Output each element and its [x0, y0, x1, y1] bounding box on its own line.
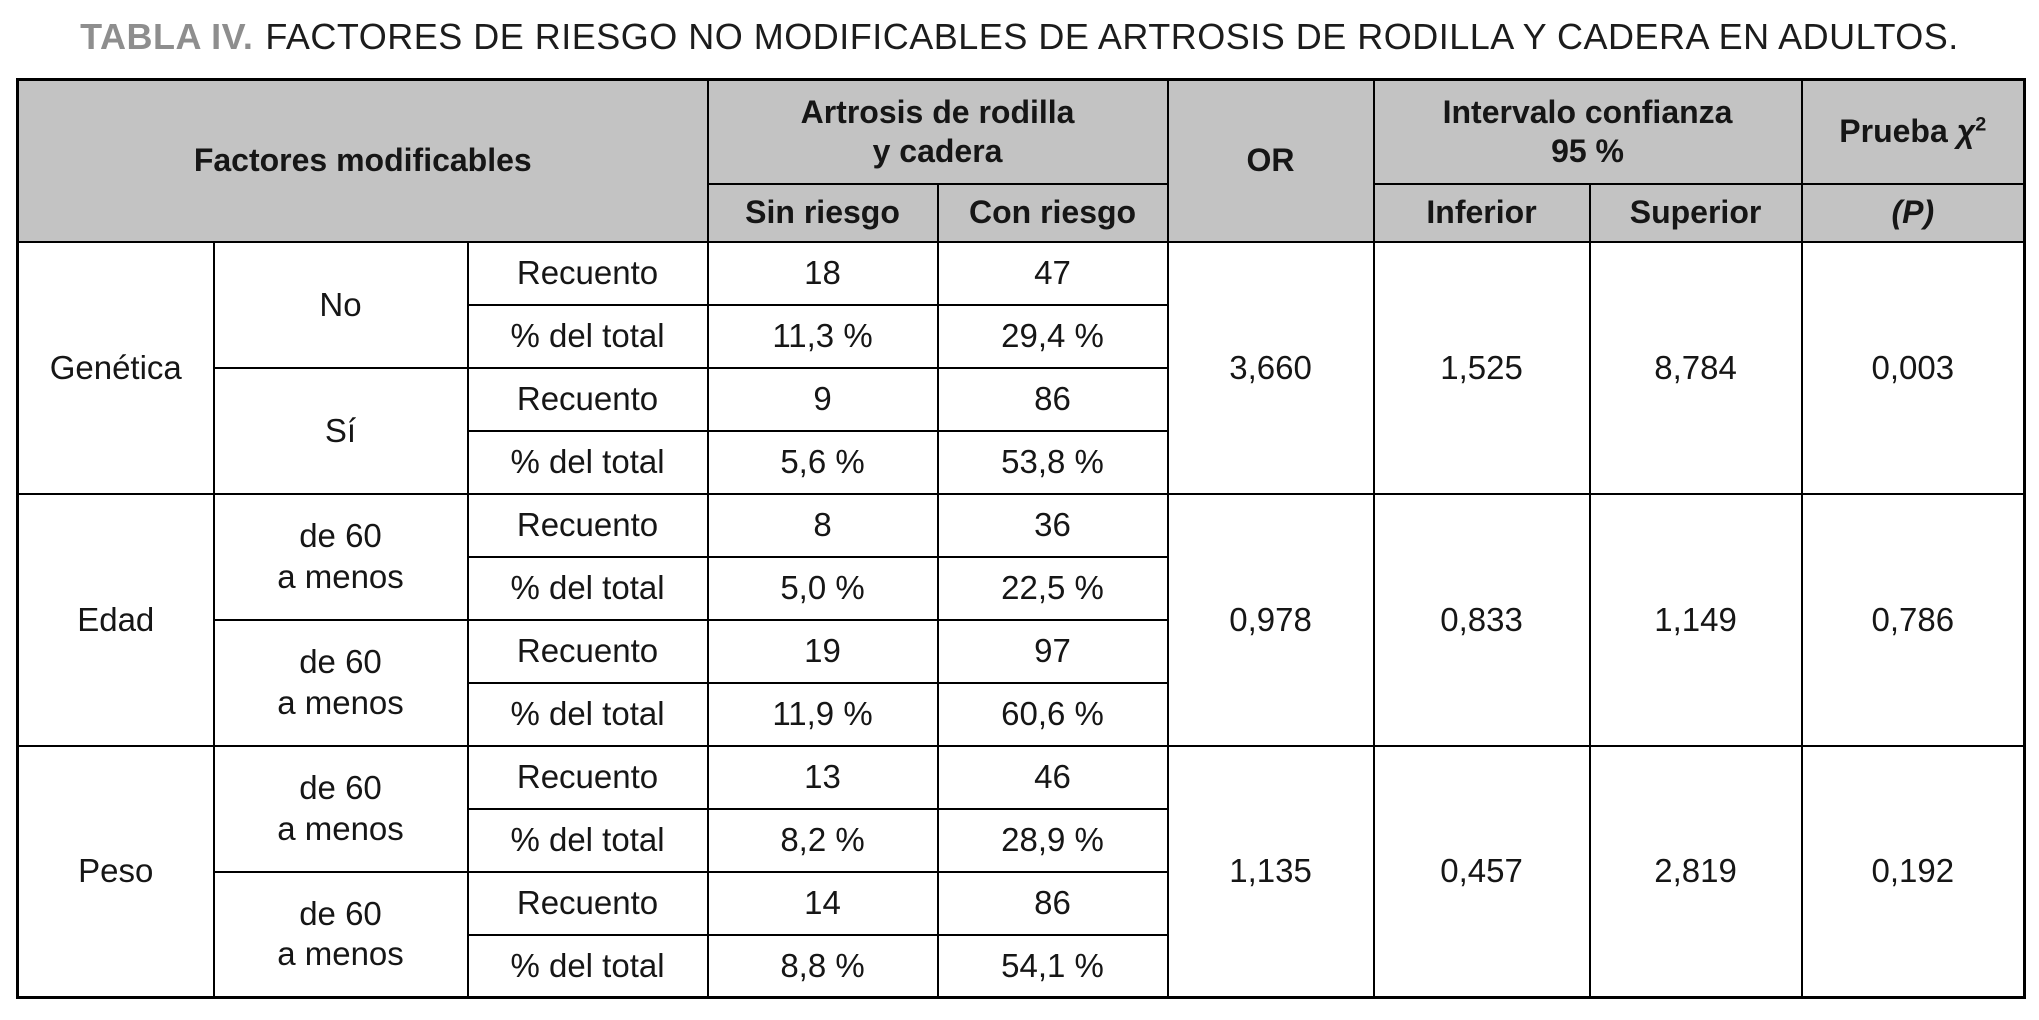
sin-riesgo-cell: 19: [706, 618, 939, 684]
sin-riesgo-cell: 11,3 %: [706, 303, 939, 369]
p-value-cell: 0,192: [1800, 744, 2026, 999]
table-row: % del total 5,6 % 53,8 %: [18, 429, 2025, 495]
ci-inferior-cell: 1,525: [1372, 240, 1591, 495]
table-row: Edad de 60 a menos Recuento 8 36 0,978 0…: [16, 492, 2026, 747]
con-riesgo-cell: 53,8 %: [936, 429, 1169, 495]
table-row: Sí Recuento 9 86: [18, 366, 2025, 495]
table-row: Peso de 60 a menos Recuento 13 46 1,135 …: [16, 744, 2026, 999]
measure-cell: Recuento: [466, 240, 709, 306]
table-caption: FACTORES DE RIESGO NO MODIFICABLES DE AR…: [265, 16, 1959, 57]
header-artrosis-rodilla-cadera: Artrosis de rodilla y cadera: [706, 78, 1169, 185]
table-number: TABLA IV.: [80, 16, 254, 57]
header-row-2: Sin riesgo Con riesgo Inferior Superior …: [18, 182, 2026, 243]
con-riesgo-cell: 36: [936, 492, 1169, 558]
or-cell: 1,135: [1166, 744, 1375, 999]
measure-cell: % del total: [466, 933, 709, 999]
con-riesgo-cell: 47: [936, 240, 1169, 306]
or-cell: 3,660: [1166, 240, 1375, 495]
table-row: % del total 8,8 % 54,1 %: [18, 933, 2025, 999]
header-con-riesgo: Con riesgo: [936, 182, 1169, 243]
p-value-cell: 0,786: [1800, 492, 2026, 747]
header-sin-riesgo: Sin riesgo: [706, 182, 939, 243]
measure-cell: Recuento: [466, 492, 709, 558]
sin-riesgo-cell: 9: [706, 366, 939, 432]
level-cell: Sí: [212, 366, 469, 495]
header-intervalo-confianza: Intervalo confianza 95 %: [1372, 78, 1803, 185]
sin-riesgo-cell: 13: [706, 744, 939, 810]
ci-inferior-cell: 0,457: [1372, 744, 1591, 999]
sin-riesgo-cell: 8,2 %: [706, 807, 939, 873]
factor-cell: Genética: [16, 240, 215, 495]
level-cell: de 60 a menos: [212, 618, 469, 747]
level-cell: de 60 a menos: [212, 492, 469, 621]
chi-exponent: 2: [1975, 113, 1987, 136]
table-row: % del total 11,9 % 60,6 %: [18, 681, 2025, 747]
sin-riesgo-cell: 8,8 %: [706, 933, 939, 999]
measure-cell: Recuento: [466, 366, 709, 432]
header-p: (P): [1800, 182, 2026, 243]
table-row: % del total 8,2 % 28,9 %: [18, 807, 2025, 873]
table-row: de 60 a menos Recuento 19 97: [18, 618, 2025, 747]
measure-cell: % del total: [466, 807, 709, 873]
header-factores-modificables: Factores modificables: [16, 78, 709, 243]
table-title: TABLA IV. FACTORES DE RIESGO NO MODIFICAB…: [8, 16, 2031, 58]
ci-superior-cell: 1,149: [1588, 492, 1803, 747]
measure-cell: Recuento: [466, 618, 709, 684]
header-row-1: Factores modificables Artrosis de rodill…: [16, 78, 2026, 243]
con-riesgo-cell: 22,5 %: [936, 555, 1169, 621]
table-row: de 60 a menos Recuento 14 86: [18, 870, 2025, 999]
con-riesgo-cell: 60,6 %: [936, 681, 1169, 747]
header-prueba-chi2: Prueba χ2: [1800, 78, 2026, 185]
level-cell: de 60 a menos: [212, 744, 469, 873]
sin-riesgo-cell: 5,6 %: [706, 429, 939, 495]
sin-riesgo-cell: 18: [706, 240, 939, 306]
measure-cell: Recuento: [466, 870, 709, 936]
table-row: % del total 5,0 % 22,5 %: [18, 555, 2025, 621]
table-row: % del total 11,3 % 29,4 %: [18, 303, 2025, 369]
con-riesgo-cell: 86: [936, 366, 1169, 432]
p-value-cell: 0,003: [1800, 240, 2026, 495]
ci-inferior-cell: 0,833: [1372, 492, 1591, 747]
ci-superior-cell: 8,784: [1588, 240, 1803, 495]
prueba-label: Prueba: [1839, 113, 1948, 150]
table-row: Genética No Recuento 18 47 3,660 1,525 8…: [16, 240, 2026, 495]
sin-riesgo-cell: 11,9 %: [706, 681, 939, 747]
sin-riesgo-cell: 5,0 %: [706, 555, 939, 621]
factor-cell: Peso: [16, 744, 215, 999]
risk-factors-table: Factores modificables Artrosis de rodill…: [16, 78, 2027, 999]
or-cell: 0,978: [1166, 492, 1375, 747]
header-or: OR: [1166, 78, 1375, 243]
header-inferior: Inferior: [1372, 182, 1591, 243]
header-superior: Superior: [1588, 182, 1803, 243]
factor-cell: Edad: [16, 492, 215, 747]
con-riesgo-cell: 29,4 %: [936, 303, 1169, 369]
measure-cell: % del total: [466, 429, 709, 495]
con-riesgo-cell: 46: [936, 744, 1169, 810]
measure-cell: % del total: [466, 303, 709, 369]
measure-cell: % del total: [466, 681, 709, 747]
chi-symbol: χ: [1956, 113, 1976, 150]
level-cell: de 60 a menos: [212, 870, 469, 999]
sin-riesgo-cell: 14: [706, 870, 939, 936]
sin-riesgo-cell: 8: [706, 492, 939, 558]
con-riesgo-cell: 97: [936, 618, 1169, 684]
con-riesgo-cell: 28,9 %: [936, 807, 1169, 873]
measure-cell: Recuento: [466, 744, 709, 810]
ci-superior-cell: 2,819: [1588, 744, 1803, 999]
con-riesgo-cell: 54,1 %: [936, 933, 1169, 999]
measure-cell: % del total: [466, 555, 709, 621]
level-cell: No: [212, 240, 469, 369]
con-riesgo-cell: 86: [936, 870, 1169, 936]
